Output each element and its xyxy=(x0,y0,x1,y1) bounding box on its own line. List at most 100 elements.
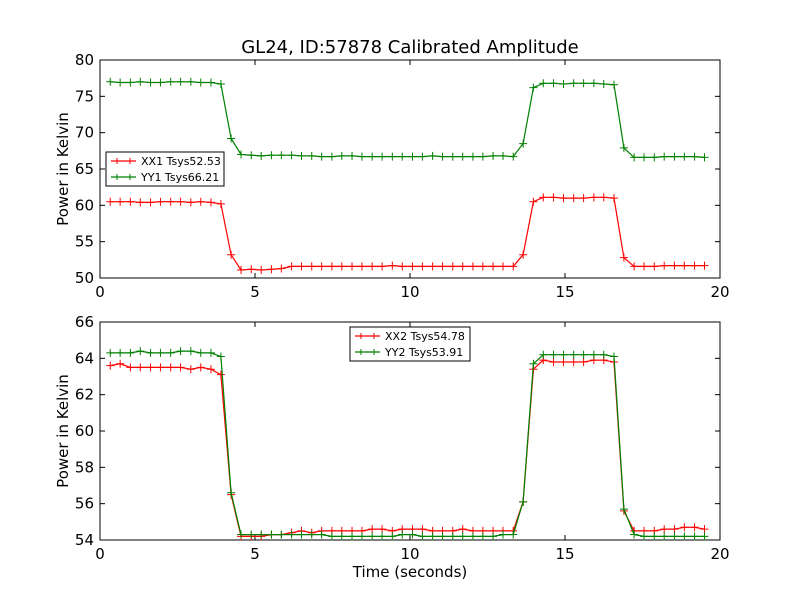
data-point-marker xyxy=(257,151,266,160)
x-tick-label: 20 xyxy=(710,545,729,563)
data-point-marker xyxy=(519,250,528,259)
data-point-marker xyxy=(277,530,286,539)
y-tick-label: 56 xyxy=(75,495,94,513)
data-point-marker xyxy=(539,350,548,359)
y-tick-label: 62 xyxy=(75,386,94,404)
data-point-marker xyxy=(156,197,165,206)
data-point-marker xyxy=(619,143,628,152)
data-point-marker xyxy=(176,77,185,86)
data-point-marker xyxy=(700,261,709,270)
data-point-marker xyxy=(337,151,346,160)
data-point-marker xyxy=(529,83,538,92)
data-point-marker xyxy=(579,357,588,366)
data-point-marker xyxy=(549,79,558,88)
legend-label: XX2 Tsys54.78 xyxy=(385,330,465,343)
data-point-marker xyxy=(337,532,346,541)
data-point-marker xyxy=(569,79,578,88)
data-point-marker xyxy=(337,262,346,271)
data-point-marker xyxy=(458,152,467,161)
data-point-marker xyxy=(156,363,165,372)
data-point-marker xyxy=(458,525,467,534)
data-point-marker xyxy=(660,532,669,541)
data-point-marker xyxy=(206,78,215,87)
x-tick-label: 10 xyxy=(400,545,419,563)
legend-box xyxy=(349,326,471,362)
data-point-marker xyxy=(176,363,185,372)
data-point-marker xyxy=(650,532,659,541)
data-point-marker xyxy=(327,262,336,271)
y-axis-label: Power in Kelvin xyxy=(54,112,72,226)
data-point-marker xyxy=(368,262,377,271)
data-point-marker xyxy=(186,347,195,356)
y-tick-label: 60 xyxy=(75,196,94,214)
data-point-marker xyxy=(489,151,498,160)
y-tick-label: 65 xyxy=(75,160,94,178)
data-point-marker xyxy=(559,350,568,359)
data-point-marker xyxy=(317,262,326,271)
data-point-marker xyxy=(398,152,407,161)
data-point-marker xyxy=(468,262,477,271)
data-point-marker xyxy=(368,525,377,534)
data-point-marker xyxy=(680,523,689,532)
data-point-marker xyxy=(509,152,518,161)
data-point-marker xyxy=(579,79,588,88)
x-tick-label: 5 xyxy=(250,545,260,563)
data-point-marker xyxy=(640,262,649,271)
y-tick-label: 80 xyxy=(75,51,94,69)
x-tick-label: 0 xyxy=(95,283,105,301)
data-point-marker xyxy=(499,262,507,271)
data-point-marker xyxy=(549,350,558,359)
data-point-marker xyxy=(368,152,377,161)
data-point-marker xyxy=(307,262,316,271)
data-point-marker xyxy=(660,261,669,270)
data-point-marker xyxy=(569,194,578,203)
data-point-marker xyxy=(489,532,498,541)
data-point-marker xyxy=(438,152,447,161)
data-point-marker xyxy=(348,532,357,541)
data-point-marker xyxy=(489,262,498,271)
data-point-marker xyxy=(287,530,296,539)
legend-marker xyxy=(114,158,133,164)
data-point-marker xyxy=(357,532,366,541)
data-point-marker xyxy=(589,350,598,359)
data-point-marker xyxy=(216,352,225,361)
data-point-marker xyxy=(237,530,246,539)
data-point-marker xyxy=(206,198,215,207)
legend-label: YY1 Tsys66.21 xyxy=(140,171,219,184)
y-tick-label: 64 xyxy=(75,349,94,367)
data-point-marker xyxy=(478,532,487,541)
data-point-marker xyxy=(186,77,195,86)
data-point-marker xyxy=(599,350,608,359)
data-point-marker xyxy=(690,261,699,270)
data-point-marker xyxy=(196,197,205,206)
legend-marker xyxy=(358,349,377,355)
x-tick-label: 15 xyxy=(555,283,574,301)
data-point-marker xyxy=(569,357,578,366)
data-point-marker xyxy=(166,363,175,372)
data-point-marker xyxy=(216,79,225,88)
data-point-marker xyxy=(156,348,165,357)
data-point-marker xyxy=(146,348,155,357)
data-point-marker xyxy=(106,77,115,86)
data-point-marker xyxy=(307,151,316,160)
data-point-marker xyxy=(640,532,649,541)
data-point-marker xyxy=(186,365,195,374)
data-point-marker xyxy=(670,532,679,541)
y-tick-label: 66 xyxy=(75,313,94,331)
data-point-marker xyxy=(499,530,507,539)
data-point-marker xyxy=(428,151,437,160)
data-point-marker xyxy=(206,348,215,357)
data-point-marker xyxy=(136,77,145,86)
data-point-marker xyxy=(357,262,366,271)
data-point-marker xyxy=(388,152,397,161)
legend-label: XX1 Tsys52.53 xyxy=(141,155,221,168)
y-tick-label: 58 xyxy=(75,458,94,476)
data-point-marker xyxy=(418,262,427,271)
y-axis-label: Power in Kelvin xyxy=(54,374,72,488)
data-point-marker xyxy=(418,532,427,541)
data-point-marker xyxy=(478,152,487,161)
data-point-marker xyxy=(398,262,407,271)
data-point-marker xyxy=(267,265,276,274)
data-point-marker xyxy=(660,152,669,161)
data-point-marker xyxy=(408,530,417,539)
